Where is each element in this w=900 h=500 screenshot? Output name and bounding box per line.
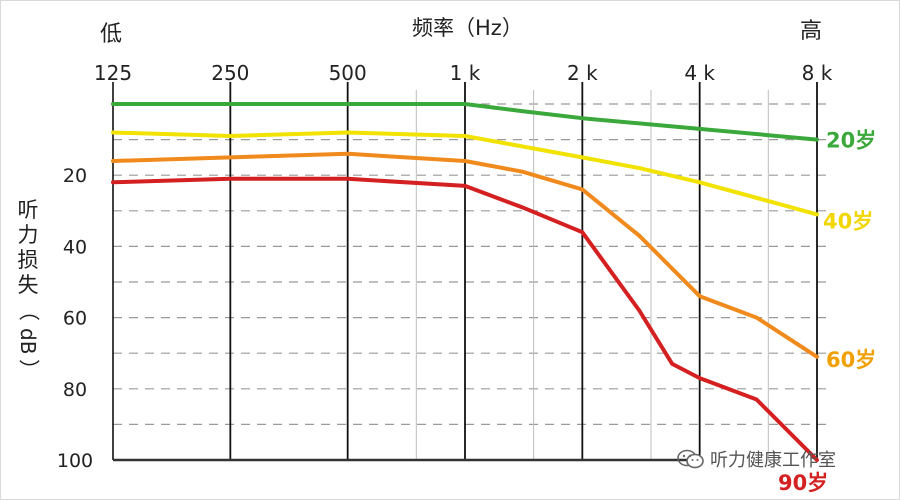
- series-line: [111, 151, 819, 359]
- y-tick-label: 100: [57, 450, 93, 472]
- y-axis-title-char: 失: [17, 273, 39, 297]
- low-frequency-label: 低: [100, 22, 123, 47]
- series-label: 20岁: [826, 129, 876, 153]
- x-tick-label: 4 k: [684, 61, 715, 85]
- x-tick-label: 250: [211, 61, 249, 85]
- x-tick-label: 8 k: [802, 61, 833, 85]
- watermark-text: 听力健康工作室: [710, 450, 836, 471]
- y-tick-label: 80: [63, 379, 87, 401]
- frequency-axis-title: 频率（Hz）: [412, 16, 523, 40]
- x-tick-label: 125: [94, 61, 132, 85]
- x-tick-label: 2 k: [567, 61, 598, 85]
- x-tick-label: 1 k: [450, 61, 481, 85]
- high-frequency-label: 高: [800, 19, 823, 44]
- watermark: 听力健康工作室: [676, 446, 836, 472]
- series-line: [111, 102, 819, 142]
- series-label: 60岁: [826, 348, 876, 372]
- y-axis-title-char: 力: [17, 223, 39, 247]
- series-label: 90岁: [778, 471, 828, 495]
- y-tick-label: 20: [63, 165, 87, 187]
- y-tick-label: 40: [63, 236, 87, 258]
- wechat-icon: [677, 449, 704, 469]
- series-line: [111, 130, 819, 217]
- y-axis-title-char: 损: [17, 248, 39, 272]
- x-tick-label: 500: [329, 61, 367, 85]
- y-tick-label: 60: [63, 308, 87, 330]
- y-axis-title-char: 听: [17, 198, 39, 222]
- series-line: [111, 176, 819, 462]
- series-label: 40岁: [823, 209, 873, 233]
- y-axis-title: 听 力 损 失 （ dB ）: [16, 198, 41, 382]
